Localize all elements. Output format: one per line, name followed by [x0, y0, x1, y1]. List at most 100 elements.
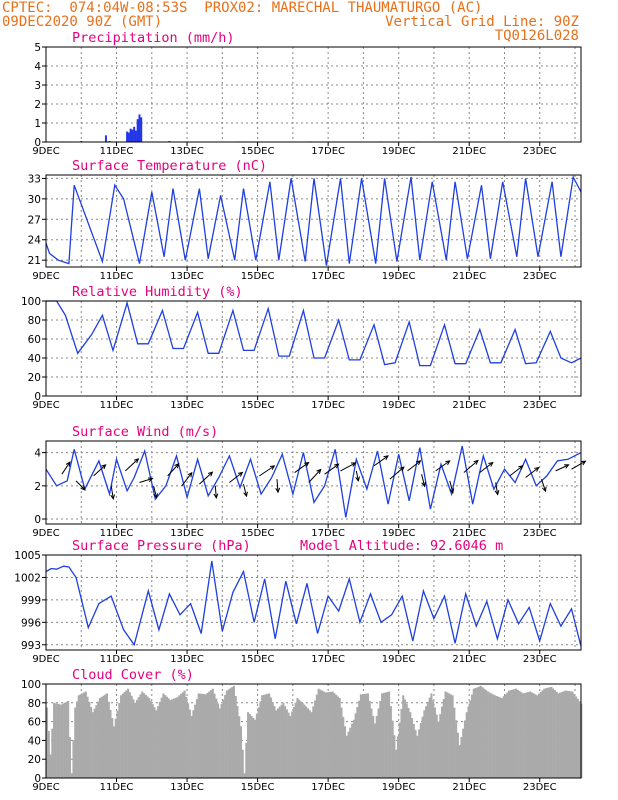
cloud-cover-area-column — [241, 749, 244, 778]
cloud-cover-area-column — [537, 693, 541, 778]
wind-arrow-shaft — [571, 460, 586, 470]
pressure-xtick-label: 21DEC — [452, 654, 486, 665]
pressure-ytick-label: 999 — [21, 595, 41, 607]
cloud-cover-area-column — [465, 712, 468, 778]
cloud-cover-area-column — [135, 699, 138, 778]
cloud-cover-area-column — [127, 688, 130, 778]
cloud-cover-area-column — [95, 705, 98, 778]
precipitation-bar — [129, 128, 132, 142]
cloud-cover-area-column — [515, 688, 518, 778]
cloud-cover-area-column — [336, 696, 340, 778]
cloud-cover-area-column — [329, 691, 332, 778]
cloud-cover-area-column — [134, 702, 137, 778]
cloud-cover-area-column — [347, 731, 350, 778]
wind-arrow-head — [101, 464, 107, 470]
cloud-cover-area-column — [169, 699, 172, 778]
cloud-cover-area-column — [252, 717, 255, 778]
wind-direction-arrow — [479, 461, 494, 473]
wind-arrow-head — [518, 465, 524, 471]
cloud-cover-area-column — [142, 693, 146, 778]
cloud-cover-area-column — [381, 693, 384, 778]
cloud-cover-area-column — [61, 703, 64, 778]
cloud-cover-area-column — [314, 700, 317, 778]
cloud-cover-xtick-label: 19DEC — [382, 782, 416, 793]
cloud-cover-area-column — [292, 707, 295, 778]
cloud-cover-area-column — [539, 691, 542, 778]
wind-direction-arrow — [275, 479, 281, 494]
wind-arrow-shaft — [355, 470, 359, 481]
cloud-cover-area-column — [569, 691, 572, 778]
cloud-cover-area-column — [396, 736, 399, 778]
pressure-frame — [45, 554, 582, 651]
cloud-cover-area-column — [220, 703, 223, 778]
humidity-xtick-label: 15DEC — [241, 400, 275, 411]
cloud-cover-area-column — [546, 687, 549, 778]
cloud-cover-area-column — [312, 706, 315, 778]
temperature-xtick-label: 21DEC — [452, 271, 486, 282]
cloud-cover-area-column — [305, 706, 308, 778]
cloud-cover-area-column — [225, 690, 228, 778]
cloud-cover-area-column — [335, 694, 338, 778]
wind-xtick-label: 17DEC — [311, 528, 345, 539]
temperature-ytick-label: 21 — [28, 255, 41, 267]
cloud-cover-area-column — [493, 695, 496, 778]
cloud-cover-area-column — [296, 698, 299, 778]
wind-arrow-shaft — [259, 465, 275, 477]
cloud-cover-area-column — [255, 713, 258, 778]
cloud-cover-area-column — [176, 697, 179, 778]
wind-direction-arrow — [125, 458, 140, 472]
cloud-cover-area-column — [567, 691, 571, 778]
cloud-cover-area-column — [308, 710, 311, 778]
cloud-cover-area-column — [469, 700, 472, 778]
wind-ytick-label: 2 — [34, 481, 41, 493]
cloud-cover-area-column — [433, 707, 437, 778]
cloud-cover-frame — [45, 683, 582, 779]
humidity-xtick-label: 23DEC — [523, 400, 557, 411]
cloud-cover-area-column — [54, 703, 57, 778]
cloud-cover-area-column — [571, 691, 574, 778]
cloud-cover-area-column — [164, 695, 167, 778]
wind-arrow-shaft — [308, 469, 322, 483]
cloud-cover-area-column — [430, 693, 433, 778]
cloud-cover-area-column — [208, 691, 211, 778]
wind-arrow-head — [237, 471, 244, 477]
pressure-annotation: Model Altitude: 92.6046 m — [300, 538, 503, 554]
temperature-title: Surface Temperature (nC) — [72, 158, 267, 174]
cloud-cover-area-column — [109, 709, 112, 778]
cloud-cover-area-column — [284, 706, 287, 778]
wind-direction-arrow — [167, 463, 180, 477]
cloud-cover-area-column — [534, 694, 537, 778]
cloud-cover-area-column — [352, 719, 355, 778]
cloud-cover-area-column — [412, 723, 415, 778]
cloud-cover-area-column — [418, 729, 421, 778]
cloud-cover-area-column — [322, 691, 325, 778]
humidity-frame — [45, 300, 582, 397]
temperature-xtick-label: 17DEC — [311, 271, 345, 282]
wind-arrow-shaft — [199, 471, 213, 485]
cloud-cover-area-column — [254, 719, 257, 778]
wind-ytick-label: 4 — [34, 448, 41, 460]
cloud-cover-area-column — [68, 737, 71, 778]
wind-direction-arrow — [435, 460, 451, 472]
cloud-cover-area-column — [84, 691, 87, 778]
wind-arrow-shaft — [495, 482, 499, 495]
wind-xtick-label: 11DEC — [100, 528, 134, 539]
vertical-grid-note: Vertical Grid Line: 90Z — [385, 14, 579, 30]
cloud-cover-area-column — [271, 701, 274, 778]
cloud-cover-area-column — [361, 694, 364, 778]
cloud-cover-area-column — [282, 702, 285, 778]
cloud-cover-area-column — [527, 691, 530, 778]
cloud-cover-ytick-label: 40 — [28, 735, 41, 747]
wind-arrow-shaft — [463, 460, 479, 473]
cloud-cover-area-column — [525, 692, 528, 778]
wind-arrow-head — [133, 458, 140, 464]
cloud-cover-area-column — [206, 692, 209, 778]
wind-frame — [45, 440, 582, 525]
cloud-cover-area-column — [123, 691, 126, 778]
wind-direction-arrow — [229, 471, 244, 483]
precipitation-bar — [127, 132, 130, 142]
cloud-cover-area-column — [328, 691, 331, 778]
temperature-series-line — [45, 174, 582, 266]
temperature-frame — [45, 174, 582, 268]
cloud-cover-area-column — [497, 696, 500, 778]
